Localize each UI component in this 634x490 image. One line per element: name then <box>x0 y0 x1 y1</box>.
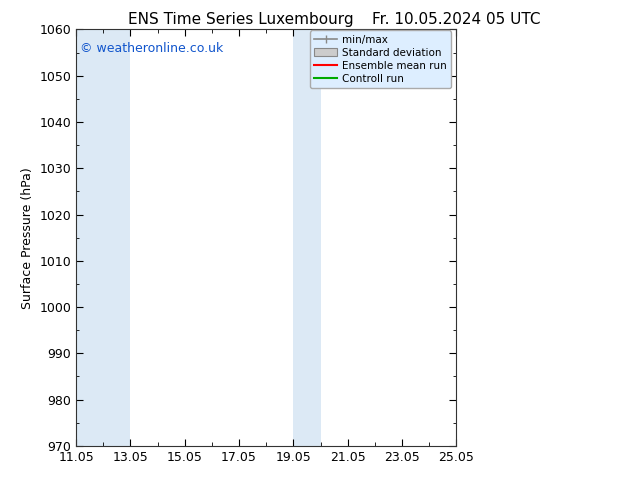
Text: ENS Time Series Luxembourg: ENS Time Series Luxembourg <box>128 12 354 27</box>
Bar <box>103 29 131 446</box>
Legend: min/max, Standard deviation, Ensemble mean run, Controll run: min/max, Standard deviation, Ensemble me… <box>310 30 451 88</box>
Bar <box>294 29 321 446</box>
Bar <box>76 29 103 446</box>
Bar <box>456 29 484 446</box>
Text: © weatheronline.co.uk: © weatheronline.co.uk <box>80 42 223 55</box>
Text: Fr. 10.05.2024 05 UTC: Fr. 10.05.2024 05 UTC <box>372 12 541 27</box>
Y-axis label: Surface Pressure (hPa): Surface Pressure (hPa) <box>21 167 34 309</box>
